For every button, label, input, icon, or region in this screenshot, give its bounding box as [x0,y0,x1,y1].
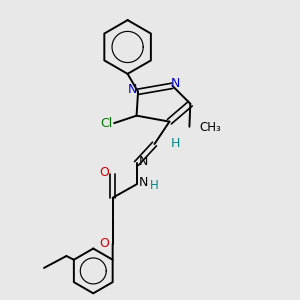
Text: N: N [139,155,148,168]
Text: O: O [99,237,109,250]
Text: H: H [150,179,159,192]
Text: N: N [128,83,137,96]
Text: H: H [171,136,180,150]
Text: Cl: Cl [100,117,113,130]
Text: CH₃: CH₃ [199,121,221,134]
Text: O: O [99,166,109,179]
Text: N: N [171,77,180,90]
Text: N: N [139,176,148,189]
